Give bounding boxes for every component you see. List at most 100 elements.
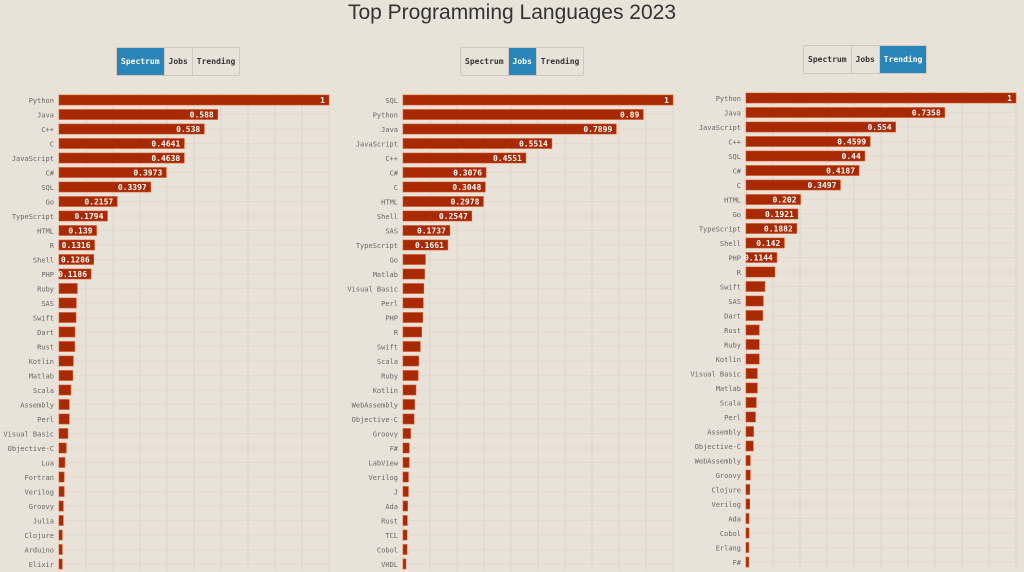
tab-trending[interactable]: Trending (879, 46, 927, 73)
bar (402, 138, 553, 149)
bar (745, 324, 760, 336)
data-label: 0.3397 (118, 183, 147, 192)
bar (402, 558, 407, 570)
category-label: WebAssembly (695, 458, 741, 466)
category-label: Verilog (24, 489, 54, 497)
data-label: 1 (664, 96, 669, 105)
tab-trending[interactable]: Trending (540, 57, 580, 66)
bar (402, 500, 408, 512)
category-label: Visual Basic (690, 371, 741, 379)
data-label: 0.2157 (84, 198, 113, 207)
bar (58, 181, 152, 193)
category-label: F# (733, 559, 742, 567)
bar (58, 225, 97, 236)
category-label: Scala (720, 400, 741, 408)
category-label: Ruby (724, 342, 741, 350)
category-label: Clojure (24, 532, 54, 540)
bar (745, 266, 776, 278)
bar (402, 123, 617, 135)
category-label: Cobol (720, 530, 741, 538)
bar (402, 268, 425, 280)
category-label: Cobol (377, 547, 398, 555)
category-label: Elixir (29, 561, 54, 569)
tab-jobs[interactable]: Jobs (852, 46, 880, 73)
tab-spectrum[interactable]: Spectrum (804, 46, 852, 73)
bar (58, 196, 118, 207)
tab-group-jobs-panel: Spectrum Jobs Trending (460, 47, 585, 76)
bar (402, 370, 419, 381)
chart-panel-trending: Python 1 Java 0.7358 JavaScript 0.554 C++ 0.459… (690, 91, 1017, 569)
bar (402, 326, 422, 338)
bar (402, 239, 449, 251)
bar (58, 515, 64, 526)
data-label: 0.1661 (415, 241, 444, 250)
category-label: R (394, 329, 399, 337)
category-label: JavaScript (12, 155, 54, 163)
data-label: 0.4599 (837, 138, 866, 147)
bar (745, 411, 756, 423)
category-label: Matlab (29, 373, 54, 381)
bar (58, 210, 108, 222)
bar (745, 107, 945, 118)
category-label: Fortran (24, 474, 54, 482)
data-label: 1 (320, 96, 325, 105)
category-label: Objective-C (352, 416, 398, 424)
data-label: 0.1144 (744, 254, 773, 263)
category-label: Python (373, 112, 398, 120)
category-label: HTML (381, 199, 398, 207)
bar (402, 196, 484, 207)
bar (745, 469, 751, 481)
bar (745, 484, 751, 495)
category-label: Groovy (29, 503, 54, 511)
tab-spectrum[interactable]: Spectrum (461, 48, 509, 75)
bar (402, 341, 421, 352)
data-label: 0.89 (620, 111, 639, 120)
category-label: Rust (724, 327, 741, 335)
bar (402, 428, 411, 439)
bar (745, 397, 757, 408)
tab-spectrum[interactable]: Spectrum (117, 48, 165, 75)
bar (58, 254, 95, 265)
category-label: TypeScript (699, 226, 741, 234)
category-label: SQL (41, 184, 54, 192)
bar (58, 442, 67, 454)
category-label: Kotlin (373, 387, 398, 395)
bar (58, 413, 70, 425)
data-label: 0.139 (68, 227, 92, 236)
data-label: 0.2978 (450, 198, 479, 207)
category-label: Rust (37, 344, 54, 352)
category-label: R (50, 242, 55, 250)
bar (402, 283, 425, 294)
tab-jobs[interactable]: Jobs (508, 48, 537, 75)
category-label: HTML (37, 228, 54, 236)
category-label: Shell (720, 240, 741, 248)
data-label: 0.142 (756, 239, 780, 248)
category-label: Dart (724, 313, 741, 321)
category-label: Perl (37, 416, 54, 424)
category-label: Verilog (711, 501, 741, 509)
category-label: J (394, 489, 398, 497)
category-label: C (394, 184, 398, 192)
bar (745, 339, 760, 350)
category-label: PHP (728, 255, 741, 263)
bar (745, 179, 841, 191)
bar (745, 542, 750, 553)
category-label: C++ (385, 155, 398, 163)
tab-jobs[interactable]: Jobs (165, 48, 193, 75)
tab-trending[interactable]: Trending (196, 57, 236, 66)
category-label: Java (37, 112, 54, 120)
category-label: Groovy (373, 431, 398, 439)
category-label: Lua (41, 460, 54, 468)
bar (745, 527, 750, 539)
category-label: HTML (724, 197, 741, 205)
category-label: Swift (33, 315, 54, 323)
bar (58, 341, 75, 352)
category-label: Clojure (711, 487, 741, 495)
bar (745, 426, 754, 437)
bar (58, 297, 77, 309)
bar (745, 556, 750, 568)
category-label: JavaScript (356, 141, 398, 149)
category-label: Ada (728, 516, 741, 524)
bar (745, 295, 764, 307)
category-label: Kotlin (29, 358, 54, 366)
